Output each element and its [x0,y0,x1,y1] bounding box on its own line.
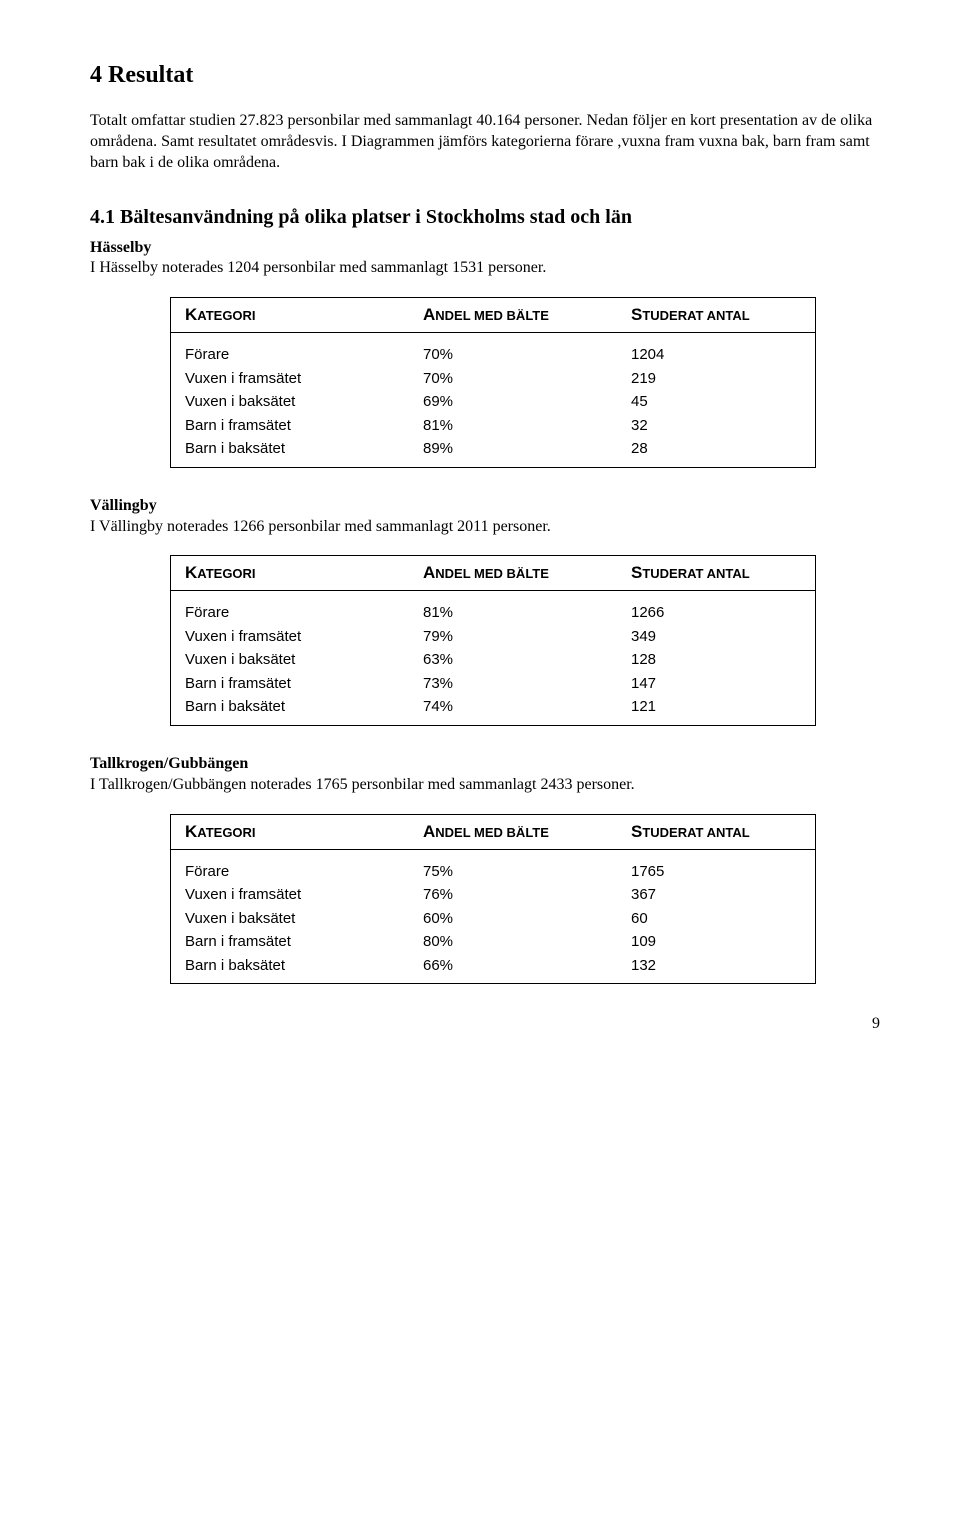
percent-cell: 81% [409,414,617,438]
table-row: Barn i framsätet81%32 [171,414,816,438]
count-cell: 109 [617,930,816,954]
table-row: Vuxen i framsätet76%367 [171,883,816,907]
percent-cell: 60% [409,907,617,931]
table-row: Förare81%1266 [171,601,816,625]
table-row: Vuxen i baksätet69%45 [171,390,816,414]
table-row: Barn i baksätet89%28 [171,437,816,467]
percent-cell: 79% [409,625,617,649]
category-cell: Barn i baksätet [171,695,410,725]
count-cell: 60 [617,907,816,931]
category-cell: Förare [171,860,410,884]
table-row: Vuxen i baksätet63%128 [171,648,816,672]
table-row: Vuxen i framsätet70%219 [171,367,816,391]
sub-heading: 4.1 Bältesanvändning på olika platser i … [90,204,890,230]
percent-cell: 75% [409,860,617,884]
table-row: Barn i framsätet73%147 [171,672,816,696]
count-cell: 128 [617,648,816,672]
category-cell: Förare [171,601,410,625]
percent-cell: 76% [409,883,617,907]
percent-cell: 63% [409,648,617,672]
percent-cell: 66% [409,954,617,984]
percent-cell: 74% [409,695,617,725]
count-cell: 1266 [617,601,816,625]
count-cell: 32 [617,414,816,438]
table-header-cell: KATEGORI [171,814,410,849]
count-cell: 219 [617,367,816,391]
count-cell: 132 [617,954,816,984]
table-header-cell: ANDEL MED BÄLTE [409,298,617,333]
table-header-cell: STUDERAT ANTAL [617,814,816,849]
category-cell: Vuxen i baksätet [171,390,410,414]
table-header-row: KATEGORIANDEL MED BÄLTESTUDERAT ANTAL [171,814,816,849]
table-header-row: KATEGORIANDEL MED BÄLTESTUDERAT ANTAL [171,556,816,591]
count-cell: 121 [617,695,816,725]
table-row: Vuxen i framsätet79%349 [171,625,816,649]
category-cell: Barn i framsätet [171,414,410,438]
count-cell: 349 [617,625,816,649]
category-cell: Vuxen i baksätet [171,907,410,931]
percent-cell: 70% [409,367,617,391]
table-row: Barn i framsätet80%109 [171,930,816,954]
section-title: Tallkrogen/Gubbängen [90,754,890,775]
data-table: KATEGORIANDEL MED BÄLTESTUDERAT ANTAL För… [170,814,816,985]
category-cell: Vuxen i baksätet [171,648,410,672]
category-cell: Barn i baksätet [171,954,410,984]
category-cell: Vuxen i framsätet [171,367,410,391]
count-cell: 1204 [617,343,816,367]
section-title: Hässelby [90,238,890,259]
percent-cell: 89% [409,437,617,467]
table-spacer-row [171,849,816,860]
data-table-wrap: KATEGORIANDEL MED BÄLTESTUDERAT ANTAL För… [170,297,890,468]
table-row: Förare75%1765 [171,860,816,884]
percent-cell: 70% [409,343,617,367]
category-cell: Förare [171,343,410,367]
table-header-cell: ANDEL MED BÄLTE [409,556,617,591]
table-header-cell: STUDERAT ANTAL [617,298,816,333]
category-cell: Vuxen i framsätet [171,883,410,907]
data-table-wrap: KATEGORIANDEL MED BÄLTESTUDERAT ANTAL För… [170,814,890,985]
section-title: Vällingby [90,496,890,517]
count-cell: 367 [617,883,816,907]
table-spacer-row [171,591,816,602]
percent-cell: 81% [409,601,617,625]
category-cell: Barn i framsätet [171,672,410,696]
section-text: I Hässelby noterades 1204 personbilar me… [90,258,890,279]
count-cell: 28 [617,437,816,467]
category-cell: Vuxen i framsätet [171,625,410,649]
table-row: Vuxen i baksätet60%60 [171,907,816,931]
percent-cell: 80% [409,930,617,954]
section-text: I Tallkrogen/Gubbängen noterades 1765 pe… [90,775,890,796]
table-header-cell: ANDEL MED BÄLTE [409,814,617,849]
count-cell: 147 [617,672,816,696]
count-cell: 45 [617,390,816,414]
percent-cell: 69% [409,390,617,414]
category-cell: Barn i baksätet [171,437,410,467]
section-text: I Vällingby noterades 1266 personbilar m… [90,517,890,538]
data-table: KATEGORIANDEL MED BÄLTESTUDERAT ANTAL För… [170,555,816,726]
table-row: Barn i baksätet74%121 [171,695,816,725]
main-heading: 4 Resultat [90,60,890,91]
category-cell: Barn i framsätet [171,930,410,954]
page-number: 9 [90,1014,890,1035]
table-row: Förare70%1204 [171,343,816,367]
table-header-cell: KATEGORI [171,298,410,333]
table-header-cell: STUDERAT ANTAL [617,556,816,591]
data-table: KATEGORIANDEL MED BÄLTESTUDERAT ANTAL För… [170,297,816,468]
table-row: Barn i baksätet66%132 [171,954,816,984]
percent-cell: 73% [409,672,617,696]
table-header-cell: KATEGORI [171,556,410,591]
table-header-row: KATEGORIANDEL MED BÄLTESTUDERAT ANTAL [171,298,816,333]
count-cell: 1765 [617,860,816,884]
data-table-wrap: KATEGORIANDEL MED BÄLTESTUDERAT ANTAL För… [170,555,890,726]
table-spacer-row [171,333,816,344]
intro-paragraph: Totalt omfattar studien 27.823 personbil… [90,111,890,173]
